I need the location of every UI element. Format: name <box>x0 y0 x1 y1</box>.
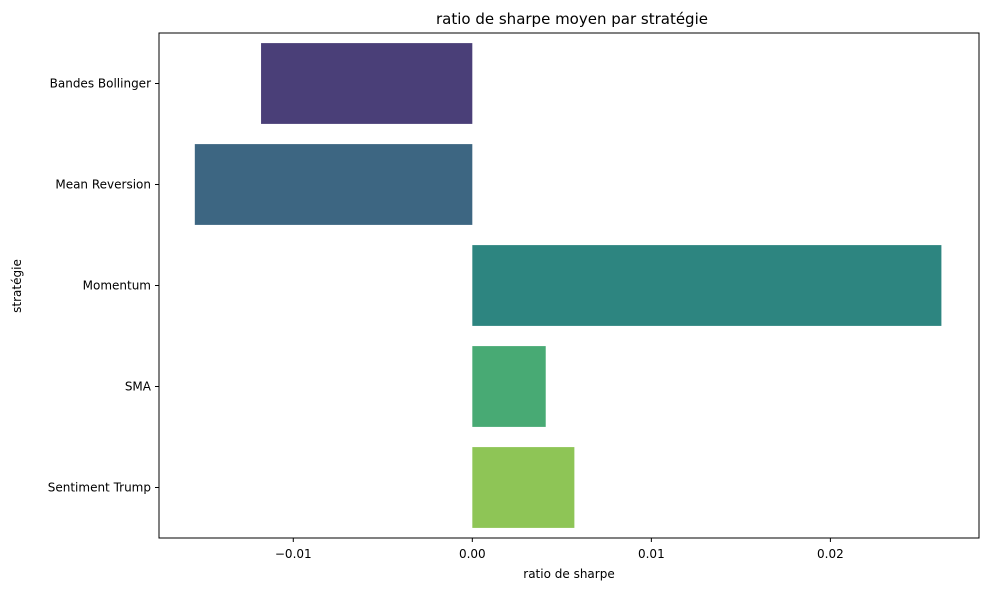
y-tick-label: SMA <box>125 380 152 394</box>
x-tick-label: 0.02 <box>817 547 844 561</box>
bar-momentum <box>472 245 942 326</box>
bar-bandes-bollinger <box>261 43 473 124</box>
y-tick-label: Sentiment Trump <box>48 481 151 495</box>
y-axis-label: stratégie <box>10 259 24 313</box>
y-tick-label: Mean Reversion <box>55 178 151 192</box>
y-tick-label: Bandes Bollinger <box>50 77 151 91</box>
y-axis: Bandes Bollinger Mean Reversion Momentum SM… <box>48 77 159 495</box>
y-tick-label: Momentum <box>83 279 151 293</box>
chart-title: ratio de sharpe moyen par stratégie <box>436 10 708 28</box>
x-tick-label: 0.00 <box>459 547 486 561</box>
x-tick-label: −0.01 <box>275 547 312 561</box>
x-tick-label: 0.01 <box>638 547 665 561</box>
x-axis: −0.01 0.00 0.01 0.02 <box>275 538 844 561</box>
x-axis-label: ratio de sharpe <box>523 567 614 581</box>
bars-group <box>194 43 942 528</box>
bar-sentiment-trump <box>472 447 575 528</box>
bar-sma <box>472 346 546 427</box>
bar-mean-reversion <box>194 144 473 225</box>
